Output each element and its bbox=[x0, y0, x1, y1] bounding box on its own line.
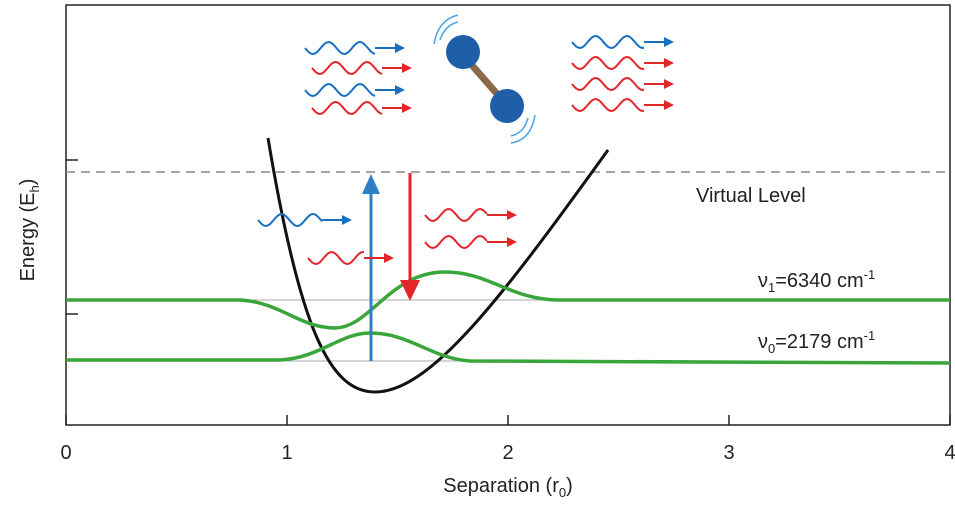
label-text: Energy (E bbox=[17, 192, 39, 281]
superscript: -1 bbox=[864, 267, 876, 282]
subscript: 0 bbox=[768, 341, 775, 356]
photon-head bbox=[664, 79, 674, 89]
photon-wave bbox=[571, 56, 645, 71]
label-text: ) bbox=[566, 475, 573, 497]
x-tick-label: 2 bbox=[502, 442, 513, 464]
label-text: Separation (r bbox=[443, 475, 559, 497]
photon-wave bbox=[311, 61, 383, 76]
photon-wave bbox=[257, 213, 323, 228]
virtual-level-label: Virtual Level bbox=[696, 185, 806, 207]
photon-wave bbox=[424, 208, 488, 223]
subscript: 1 bbox=[768, 280, 775, 295]
value-text: =6340 cm bbox=[775, 270, 863, 292]
x-tick-label: 4 bbox=[944, 442, 955, 464]
photon-head bbox=[664, 100, 674, 110]
photon-head bbox=[384, 253, 394, 263]
photon-head bbox=[507, 237, 517, 247]
value-text: =2179 cm bbox=[775, 331, 863, 353]
wavefunction-1 bbox=[66, 270, 950, 330]
photon-head bbox=[402, 103, 412, 113]
molecule bbox=[433, 14, 536, 144]
photon-wave bbox=[424, 235, 488, 250]
symbol: ν bbox=[758, 270, 768, 292]
photon-head bbox=[664, 58, 674, 68]
subscript: 0 bbox=[559, 485, 566, 500]
x-tick-label: 3 bbox=[723, 442, 734, 464]
y-axis-label: Energy (Eh) bbox=[17, 179, 42, 282]
x-tick-label: 1 bbox=[281, 442, 292, 464]
photon-wave bbox=[571, 98, 645, 113]
nu0-label: ν0=2179 cm-1 bbox=[758, 328, 875, 356]
nu1-label: ν1=6340 cm-1 bbox=[758, 267, 875, 295]
photon-wave bbox=[571, 77, 645, 92]
photon-head bbox=[402, 63, 412, 73]
arrow-head bbox=[362, 174, 380, 194]
photon-head bbox=[395, 85, 405, 95]
symbol: ν bbox=[758, 331, 768, 353]
photons bbox=[257, 35, 674, 266]
photon-head bbox=[664, 37, 674, 47]
label-text: ) bbox=[17, 179, 39, 186]
photon-wave bbox=[571, 35, 645, 50]
photon-wave bbox=[304, 83, 376, 98]
photon-wave bbox=[304, 41, 376, 56]
potential-curve bbox=[266, 137, 610, 394]
photon-wave bbox=[307, 251, 365, 266]
x-tick-label: 0 bbox=[60, 442, 71, 464]
arrow-head bbox=[400, 280, 420, 301]
x-axis-label: Separation (r0) bbox=[443, 475, 573, 500]
photon-head bbox=[507, 210, 517, 220]
photon-head bbox=[342, 215, 352, 225]
photon-head bbox=[395, 43, 405, 53]
photon-wave bbox=[311, 101, 383, 116]
superscript: -1 bbox=[864, 328, 876, 343]
subscript: h bbox=[27, 185, 42, 192]
